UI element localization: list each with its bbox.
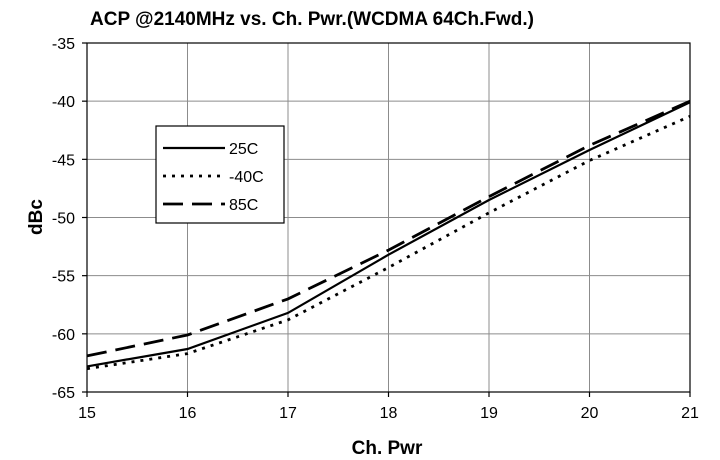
x-tick-label: 19 (480, 405, 498, 422)
x-axis-ticks: 15 16 17 18 19 20 21 (78, 392, 699, 422)
y-axis-label: dBc (26, 199, 47, 235)
legend-label-85c: 85C (229, 197, 258, 214)
x-tick-label: 21 (681, 405, 699, 422)
y-tick-label: -55 (52, 269, 75, 286)
y-tick-label: -45 (52, 152, 75, 169)
y-tick-label: -60 (52, 327, 75, 344)
y-tick-label: -50 (52, 211, 75, 228)
legend-label-40c: -40C (229, 169, 264, 186)
x-tick-label: 17 (279, 405, 297, 422)
legend-box (155, 125, 285, 224)
y-tick-label: -40 (52, 94, 75, 111)
x-axis-label: Ch. Pwr (352, 438, 423, 459)
chart-title: ACP @2140MHz vs. Ch. Pwr.(WCDMA 64Ch.Fwd… (90, 9, 534, 30)
y-axis-ticks: -65 -60 -55 -50 -45 -40 -35 (52, 36, 87, 402)
series-lines (86, 99, 691, 371)
x-tick-label: 15 (78, 405, 96, 422)
y-tick-label: -35 (52, 36, 75, 53)
y-tick-label: -65 (52, 385, 75, 402)
legend: 25C -40C 85C (155, 125, 285, 224)
x-tick-label: 16 (179, 405, 197, 422)
legend-label-25c: 25C (229, 141, 258, 158)
legend-entries: 25C -40C 85C (163, 141, 264, 214)
x-tick-label: 20 (581, 405, 599, 422)
x-tick-label: 18 (380, 405, 398, 422)
series-line-25c (86, 101, 691, 368)
series-line-85c (86, 99, 691, 358)
series-line-40c (86, 115, 691, 371)
